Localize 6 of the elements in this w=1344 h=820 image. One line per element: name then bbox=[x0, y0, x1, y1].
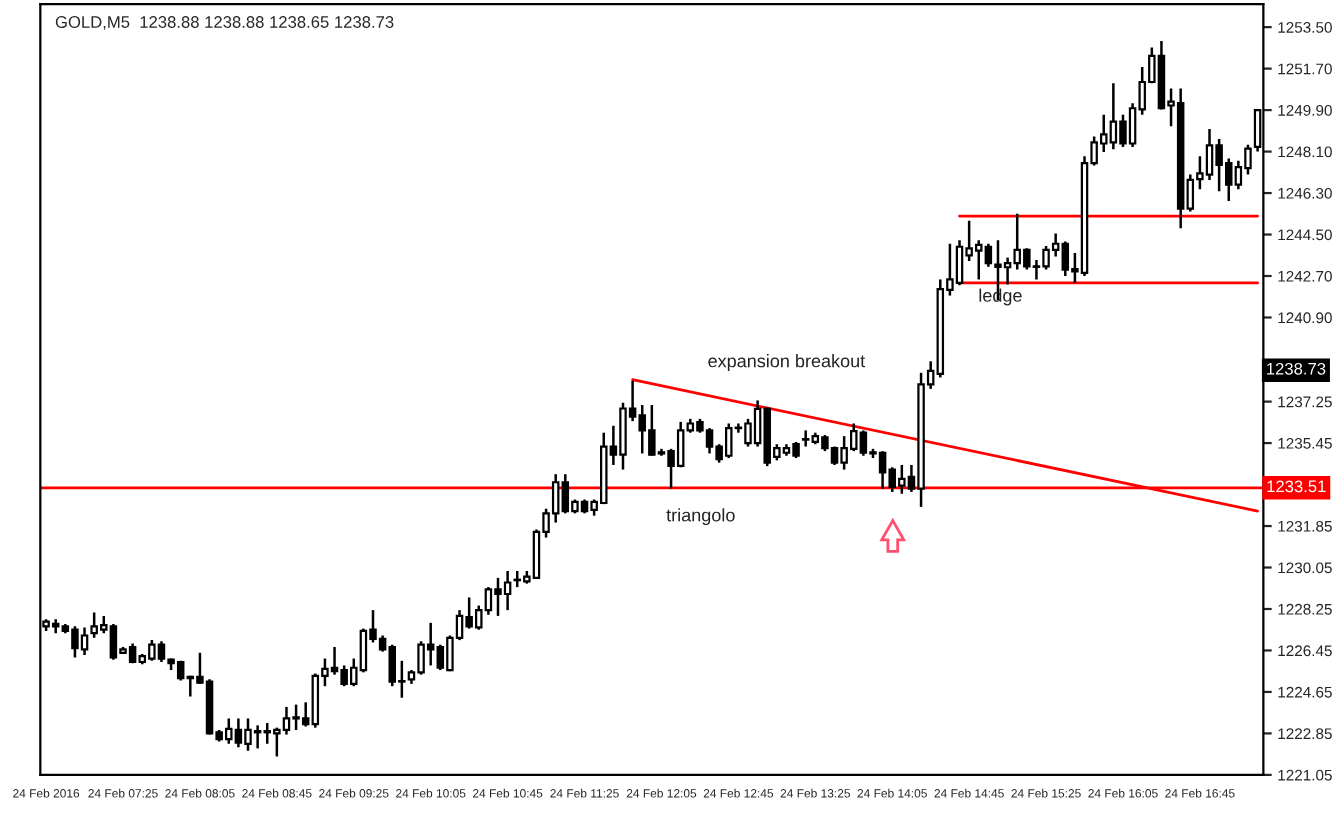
annotation: triangolo bbox=[666, 508, 735, 526]
annotation: expansion breakout bbox=[708, 354, 866, 371]
ref-line-label: 1233.51 bbox=[1267, 480, 1326, 493]
text: GOLD,M5 1238.88 1238.88 1238.65 1238.73 bbox=[55, 16, 394, 30]
annotation: ledge bbox=[979, 288, 1022, 306]
text: 1238.73 bbox=[1267, 362, 1326, 375]
